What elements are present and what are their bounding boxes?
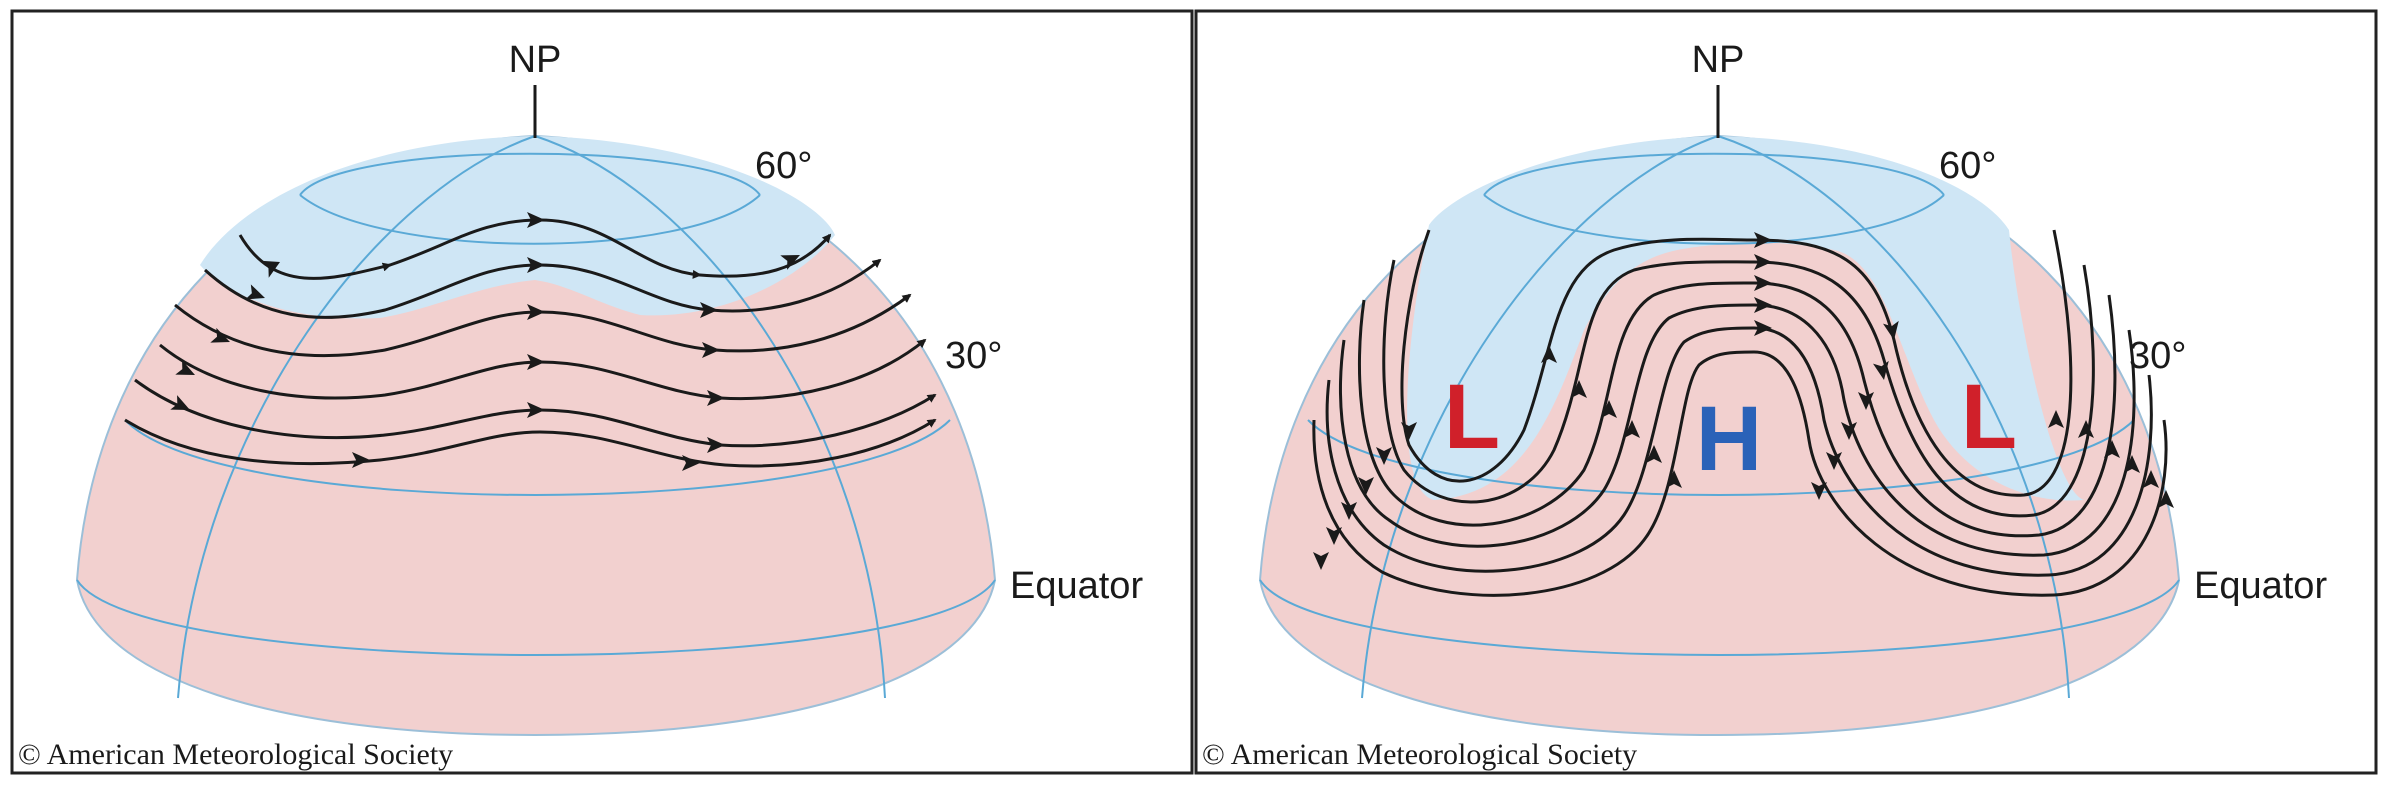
low-pressure-right-label: L: [1961, 366, 2017, 468]
latitude-60-label: 60°: [755, 145, 812, 187]
panel-frame: [1194, 9, 2378, 775]
latitude-30-label: 30°: [2129, 335, 2186, 377]
equator-label: Equator: [1010, 565, 1143, 607]
north-pole-label: NP: [509, 39, 562, 81]
copyright-text: © American Meteorological Society: [18, 738, 453, 771]
hemisphere-diagram-meridional: L H L NP 60° 30° Equator © American Mete…: [1194, 9, 2378, 775]
north-pole-label: NP: [1692, 39, 1745, 81]
flow-arrowheads: [1313, 232, 2174, 570]
equator-label: Equator: [2194, 565, 2327, 607]
copyright-text: © American Meteorological Society: [1202, 738, 1637, 771]
hemisphere-diagram-zonal: NP 60° 30° Equator © American Meteorolog…: [10, 9, 1194, 775]
panel-meridional-flow: L H L NP 60° 30° Equator © American Mete…: [1194, 0, 2388, 787]
high-pressure-label: H: [1696, 388, 1762, 490]
meridional-flow-lines: [1312, 229, 2168, 597]
panel-zonal-flow: NP 60° 30° Equator © American Meteorolog…: [10, 9, 1194, 775]
flow-arrowheads: [170, 212, 800, 471]
low-pressure-left-label: L: [1444, 366, 1500, 468]
polar-air-region: [1407, 136, 2084, 501]
latitude-60-label: 60°: [1939, 145, 1996, 187]
panel-frame: [10, 9, 1194, 775]
latitude-30-label: 30°: [945, 335, 1002, 377]
